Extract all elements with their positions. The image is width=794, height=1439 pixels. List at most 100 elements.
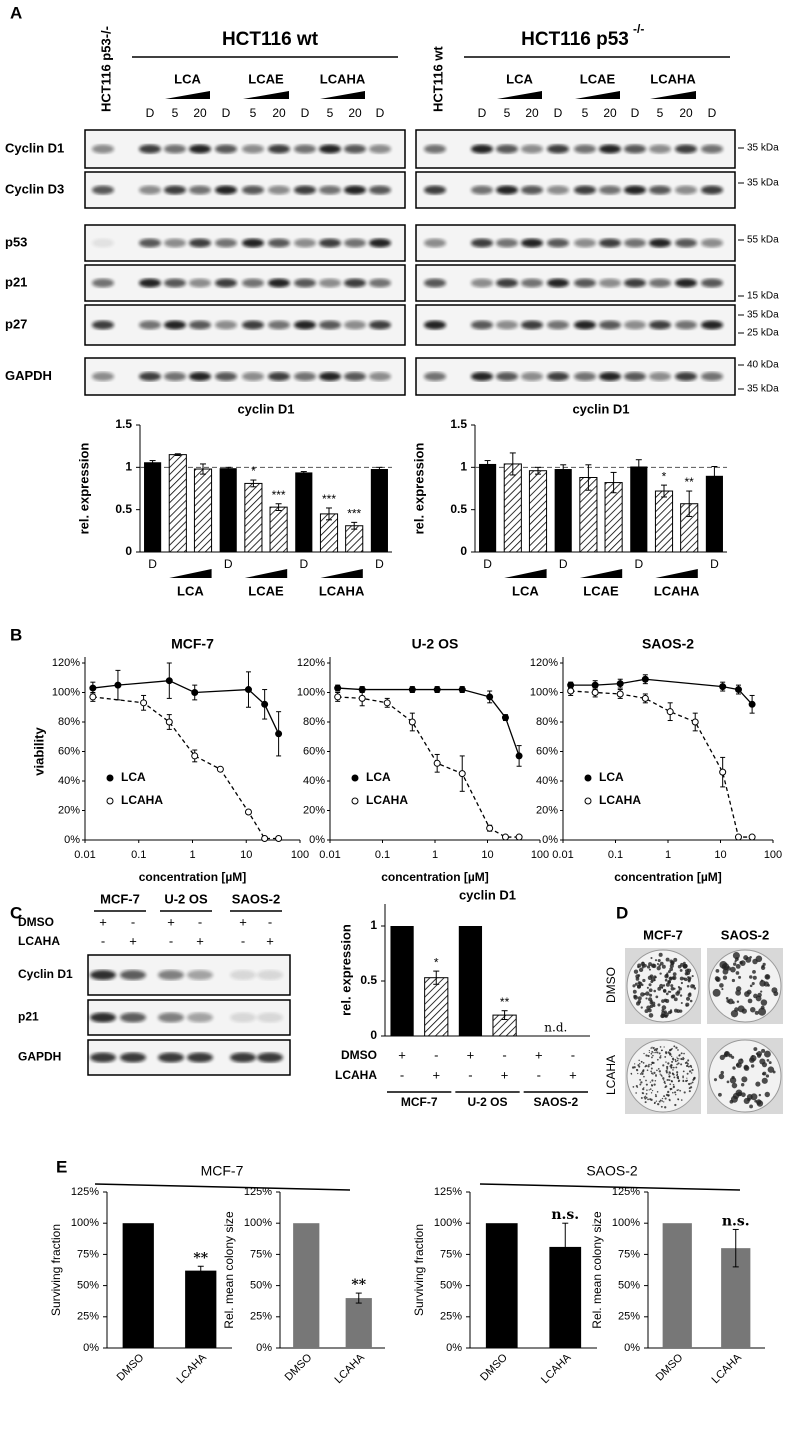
y-axis-label: Rel. mean colony size [222, 1211, 236, 1329]
band [675, 278, 697, 288]
colony [682, 1056, 684, 1059]
colony [654, 976, 657, 979]
colony [639, 1078, 642, 1081]
colony [641, 1072, 644, 1075]
colony [715, 968, 720, 973]
sign: - [468, 1067, 472, 1082]
colony [644, 1097, 647, 1100]
colony [669, 1072, 671, 1074]
colony [665, 1052, 668, 1055]
colony [690, 1072, 693, 1074]
band [164, 238, 186, 248]
lane-label: 20 [679, 106, 693, 120]
point [140, 699, 148, 707]
colony [729, 1099, 734, 1104]
colony [646, 965, 651, 969]
colony [655, 1075, 657, 1077]
colony [669, 1083, 672, 1086]
colony [662, 1064, 665, 1067]
point [165, 677, 173, 685]
y-tick-label: 100% [434, 1217, 462, 1229]
band [92, 185, 114, 195]
band [369, 185, 391, 195]
colony [650, 1052, 653, 1055]
band [189, 238, 211, 248]
colony [676, 1009, 681, 1013]
colony [648, 1089, 650, 1091]
colony [687, 1065, 690, 1068]
band [521, 320, 543, 330]
colony [685, 1064, 689, 1067]
colony [686, 984, 690, 988]
colony [633, 969, 639, 974]
colony [738, 975, 742, 979]
colony [636, 1086, 639, 1088]
colony [633, 994, 637, 999]
band [649, 185, 671, 195]
band [369, 144, 391, 154]
colony [683, 1091, 686, 1094]
colony [665, 1061, 667, 1063]
band [701, 144, 723, 154]
colony [682, 1076, 684, 1079]
colony [656, 1058, 659, 1061]
x-tick-label: DMSO [654, 1351, 686, 1383]
colony [659, 1099, 662, 1102]
series-line [570, 690, 753, 838]
colony [683, 1052, 685, 1055]
colony [739, 960, 746, 966]
colony [687, 1082, 691, 1086]
band [599, 238, 621, 248]
colony [644, 1009, 649, 1014]
colony [637, 981, 641, 985]
y-tick-label: 120% [52, 657, 80, 669]
colony [631, 1066, 635, 1069]
point [641, 675, 649, 683]
colony [659, 972, 662, 975]
colony [673, 1076, 676, 1079]
lane-label: D [708, 106, 717, 120]
lane-label: D [146, 106, 155, 120]
colony [637, 996, 642, 1001]
x-tick-label: DMSO [115, 1351, 147, 1383]
colony [673, 957, 678, 962]
x-tick-label: D [299, 557, 308, 571]
colony [654, 1079, 657, 1082]
group-underline [479, 1183, 741, 1191]
bar [662, 1223, 692, 1348]
y-tick-label: 125% [244, 1186, 272, 1198]
bar [528, 470, 548, 553]
point [191, 752, 199, 760]
colony [732, 1066, 736, 1070]
colony [659, 961, 664, 966]
band [521, 372, 543, 381]
colony [736, 1062, 742, 1068]
point [734, 686, 742, 694]
bar [479, 463, 497, 552]
colony [753, 1047, 758, 1051]
colony [651, 1056, 653, 1059]
y-tick-label: 80% [58, 716, 80, 728]
colony [636, 1068, 638, 1071]
band [574, 320, 596, 330]
colony [676, 1071, 679, 1074]
row-label: GAPDH [5, 368, 52, 383]
y-tick-label: 0.5 [450, 502, 467, 516]
row-label: DMSO [341, 1048, 377, 1062]
colony [668, 1073, 670, 1075]
colony [663, 1101, 665, 1103]
x-axis-label: concentration [µM] [381, 870, 489, 884]
band [547, 278, 569, 288]
y-tick-label: 75% [440, 1248, 462, 1260]
colony [662, 984, 666, 987]
band [599, 372, 621, 381]
marker-label: 55 kDa [747, 235, 779, 246]
marker-label: 40 kDa [747, 360, 779, 371]
colony [724, 1050, 730, 1057]
colony [685, 996, 691, 1001]
band [164, 372, 186, 381]
legend-marker [584, 774, 592, 782]
y-tick-label: 80% [536, 716, 558, 728]
band [92, 238, 114, 248]
band [242, 144, 264, 154]
